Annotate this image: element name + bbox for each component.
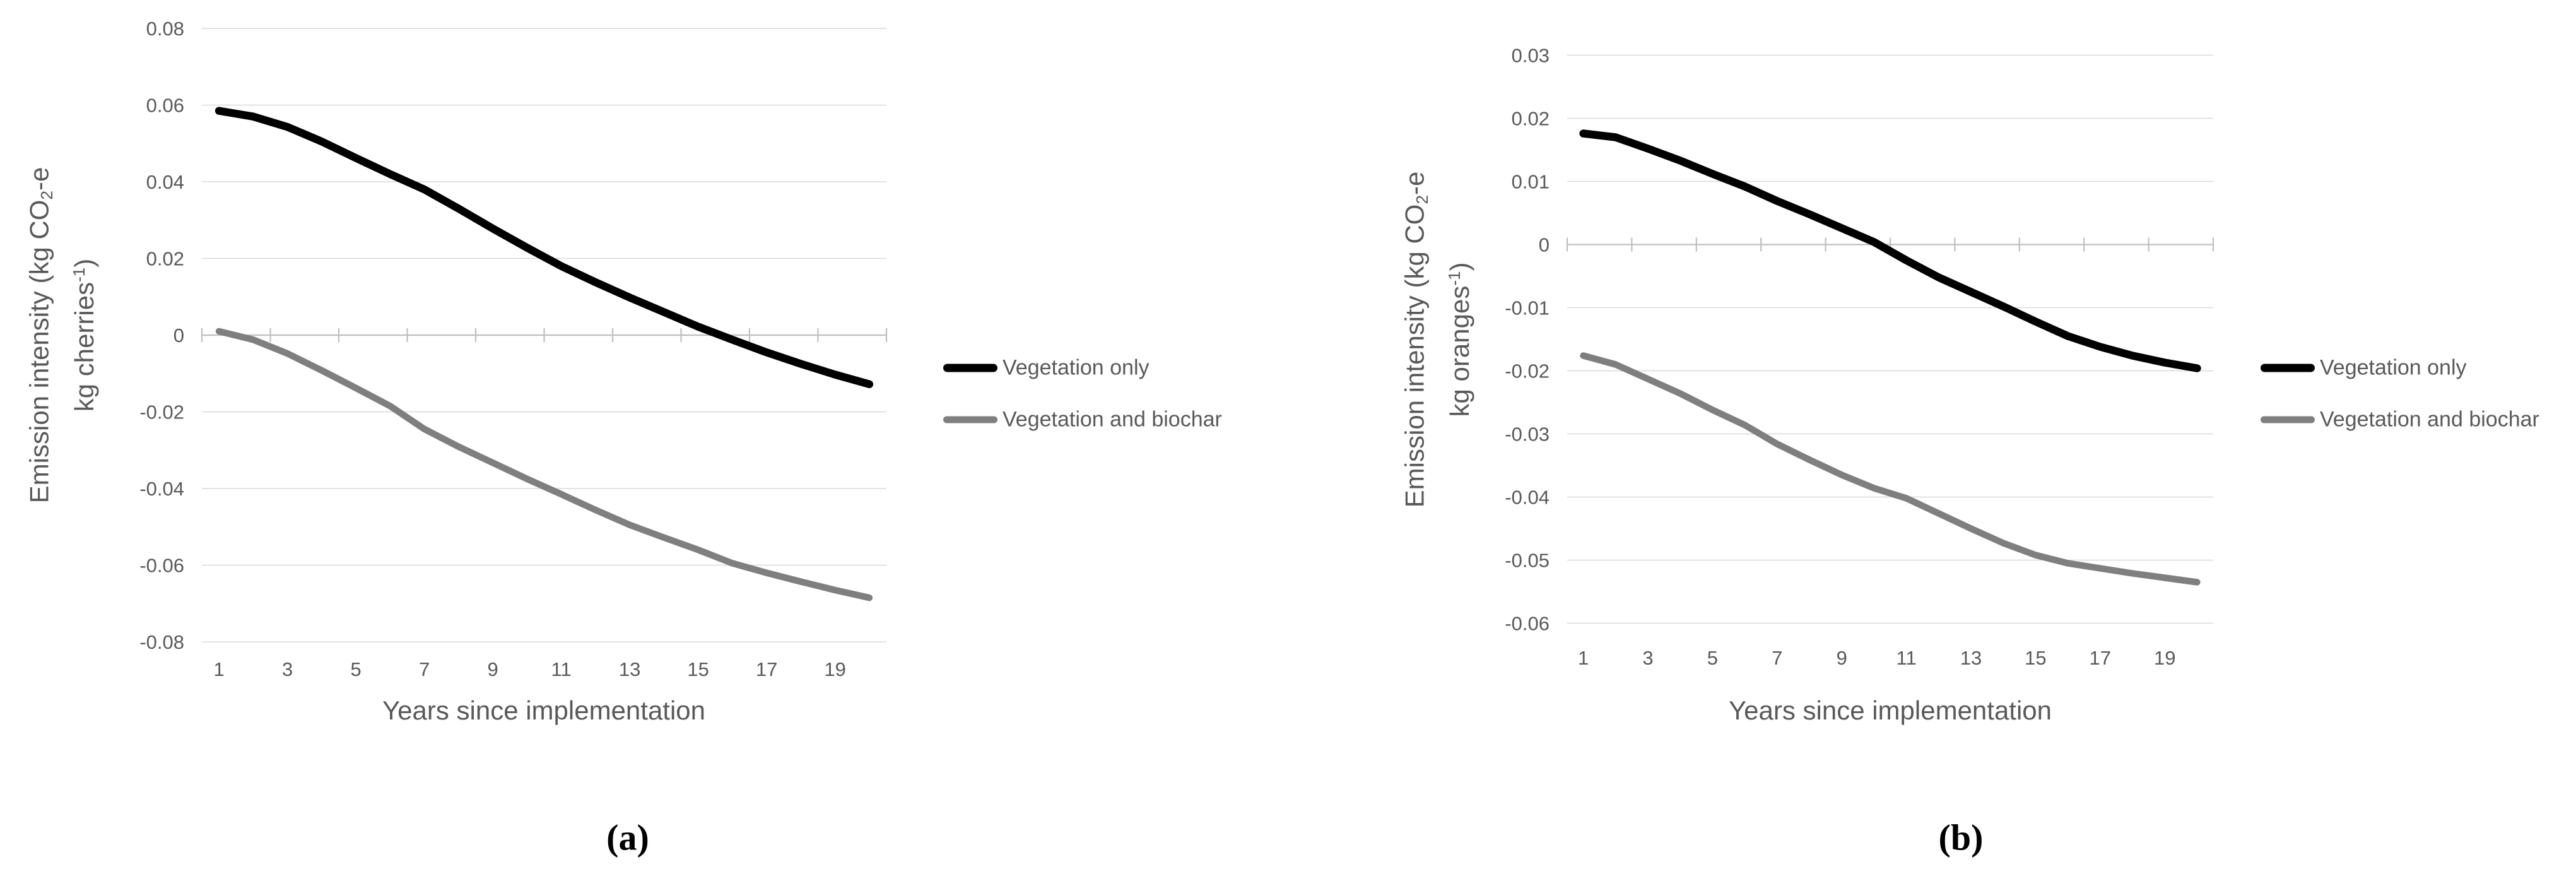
x-tick-label: 9 xyxy=(488,658,498,680)
y-tick-label: 0.08 xyxy=(146,18,184,40)
x-tick-label: 9 xyxy=(1837,647,1847,669)
y-tick-label: 0.02 xyxy=(146,248,184,270)
y-tick-label: 0.06 xyxy=(146,95,184,117)
series-line-vegetation-only xyxy=(1579,129,2201,372)
x-tick-label: 3 xyxy=(1642,647,1653,669)
x-tick-label: 13 xyxy=(1960,647,1982,669)
y-tick-label: -0.06 xyxy=(1505,613,1550,635)
x-tick-label: 17 xyxy=(2090,647,2111,669)
chart-b-y-axis-title-line1: Emission intensity (kg CO2-e xyxy=(1399,171,1432,508)
y-tick-label: -0.05 xyxy=(1505,550,1550,572)
x-tick-label: 7 xyxy=(1772,647,1782,669)
y-tick-label: -0.04 xyxy=(1505,487,1550,509)
y-tick-label: 0.02 xyxy=(1512,108,1550,130)
chart-a-y-axis-title-line2: kg cherries-1) xyxy=(69,258,100,412)
y-tick-label: -0.03 xyxy=(1505,423,1550,446)
y-tick-label: 0.04 xyxy=(146,171,184,193)
legend-line-sample-black xyxy=(943,364,997,372)
chart-b-x-axis-title: Years since implementation xyxy=(1728,695,2052,725)
chart-b-legend-item-vegetation-and-biochar: Vegetation and biochar xyxy=(2261,408,2539,432)
chart-a-x-axis-title: Years since implementation xyxy=(382,695,706,725)
x-tick-label: 15 xyxy=(687,658,709,680)
x-tick-label: 11 xyxy=(551,658,572,680)
x-tick-label: 7 xyxy=(419,658,430,680)
y-tick-label: 0 xyxy=(173,324,184,346)
x-tick-label: 5 xyxy=(1707,647,1718,669)
x-tick-label: 11 xyxy=(1897,647,1917,669)
caption-b: (b) xyxy=(1938,817,1984,858)
y-tick-label: 0.01 xyxy=(1512,171,1550,193)
x-tick-label: 19 xyxy=(2154,647,2175,669)
y-tick-label: -0.01 xyxy=(1505,297,1550,319)
y-tick-label: 0.03 xyxy=(1512,45,1550,67)
y-tick-label: -0.02 xyxy=(1505,360,1550,382)
chart-b-legend-item-vegetation-only: Vegetation only xyxy=(2261,356,2467,381)
chart-a-legend-item-vegetation-and-biochar: Vegetation and biochar xyxy=(943,408,1222,432)
y-tick-label: -0.08 xyxy=(139,631,184,653)
y-tick-label: 0 xyxy=(1539,234,1550,256)
legend-line-sample-gray xyxy=(943,416,997,423)
chart-a-y-axis-title-line1: Emission intensity (kg CO2-e xyxy=(24,167,56,504)
x-tick-label: 1 xyxy=(1578,647,1589,669)
y-tick-label: -0.04 xyxy=(139,478,184,500)
chart-a-legend-item-vegetation-only: Vegetation only xyxy=(943,356,1150,381)
x-tick-label: 1 xyxy=(214,658,225,680)
x-tick-label: 3 xyxy=(282,658,293,680)
chart-b-y-axis-title-line2: kg oranges-1) xyxy=(1444,262,1475,417)
caption-a: (a) xyxy=(606,817,649,858)
x-tick-label: 5 xyxy=(351,658,362,680)
x-tick-label: 13 xyxy=(619,658,640,680)
y-tick-label: -0.06 xyxy=(139,555,184,577)
series-line-vegetation-and-biochar xyxy=(1580,352,2201,586)
legend-line-sample-gray xyxy=(2261,416,2315,423)
legend-line-sample-black xyxy=(2261,364,2315,372)
x-tick-label: 17 xyxy=(756,658,777,680)
y-tick-label: -0.02 xyxy=(139,401,184,423)
series-line-vegetation-and-biochar xyxy=(215,328,873,601)
series-line-vegetation-only xyxy=(215,107,874,389)
x-tick-label: 19 xyxy=(824,658,845,680)
x-tick-label: 15 xyxy=(2025,647,2046,669)
